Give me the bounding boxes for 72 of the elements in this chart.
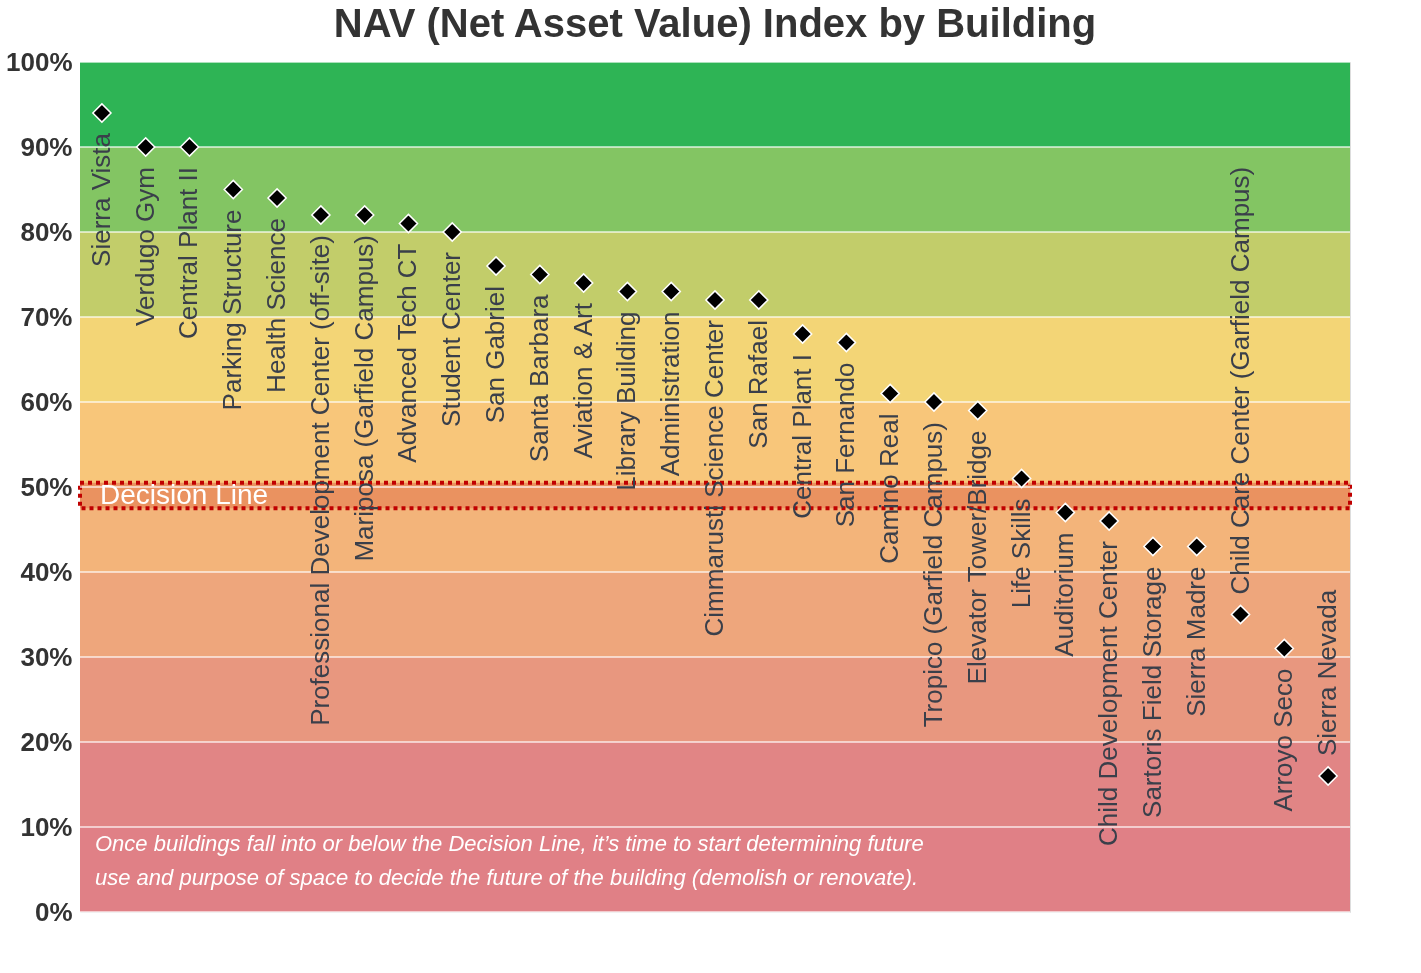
point [179,137,200,157]
point [1318,766,1338,786]
point [617,281,638,302]
x-tick-label: Administration [655,311,686,477]
x-tick-label: Aviation & Art [567,302,598,459]
y-tick-label: 0% [34,896,73,927]
point [1055,502,1076,523]
x-tick-label: Student Center [436,251,467,427]
y-tick-label: 40% [20,556,73,587]
point [573,273,594,293]
point [311,205,331,225]
point [967,400,988,421]
point [354,205,375,225]
x-tick-label: Elevator Tower/Bridge [961,430,992,685]
point [1143,536,1163,557]
point [924,392,944,412]
chart-title: NAV (Net Asset Value) Index by Building [333,1,1097,45]
x-tick-label: Central Plant II [173,167,204,339]
y-tick-label: 100% [6,46,73,77]
band-label: Decision Line [100,478,269,510]
x-tick-label: Sartoris Field Storage [1136,566,1167,818]
y-tick-label: 90% [20,131,73,162]
x-tick-label: San Gabriel [480,286,511,424]
x-tick-label: Sierra Nevada [1312,589,1343,756]
point [705,290,725,310]
point [135,137,156,157]
point [267,188,287,208]
x-tick-label: Life Skills [1005,498,1036,609]
point [92,103,112,123]
y-tick-label: 20% [20,726,73,757]
x-tick-label: Sierra Madre [1180,566,1211,717]
x-tick-label: Sierra Vista [85,132,116,267]
y-tick-label: 50% [20,471,73,502]
point [529,264,550,285]
x-tick-label: Arroyo Seco [1268,668,1299,812]
point [661,281,682,302]
y-tick-label: 80% [20,216,73,247]
x-tick-label: Verdugo Gym [129,167,160,326]
x-tick-label: Cimmarusti Science Center [699,319,729,637]
x-tick-label: Child Care Center (Garfield Campus) [1224,166,1255,595]
point [792,324,813,344]
y-tick-label: 70% [20,301,73,332]
point [223,179,244,200]
x-tick-label: Health Science [261,218,292,393]
point [442,222,463,242]
annotation: Once buildings fall into or below the Decision Line, it’s time to start determining future use and purpose of space to decide the future of the building (demolish or renovate). [95,831,924,890]
x-tick-label: Camino Real [874,413,905,564]
y-tick-label: 30% [20,641,73,672]
point [1011,468,1032,489]
point [1230,604,1251,625]
y-tick-label: 10% [20,811,73,842]
x-tick-label: Professional Development Center (off-site) [304,235,335,726]
x-tick-label: Santa Barbara [523,293,554,463]
x-tick-label: Tropico (Garfield Campus) [917,422,948,728]
point [880,383,901,404]
point [1186,536,1207,557]
x-tick-label: Central Plant I [786,354,817,519]
x-tick-label: Auditorium [1049,532,1080,657]
point [1099,511,1119,531]
point [1274,638,1295,659]
x-tick-label: Child Development Center [1093,540,1124,846]
x-tick-label: Advanced Tech CT [392,243,423,463]
x-tick-label: San Fernando [830,362,861,528]
point [748,290,769,310]
x-tick-label: Library Building [611,311,642,491]
y-tick-label: 60% [20,386,73,417]
x-tick-label: San Rafael [742,320,773,449]
x-tick-label: Parking Structure [217,209,248,411]
x-tick-label: Mariposa (Garfield Campus) [348,235,379,562]
point [836,332,857,353]
point [398,213,419,234]
point [486,256,506,276]
